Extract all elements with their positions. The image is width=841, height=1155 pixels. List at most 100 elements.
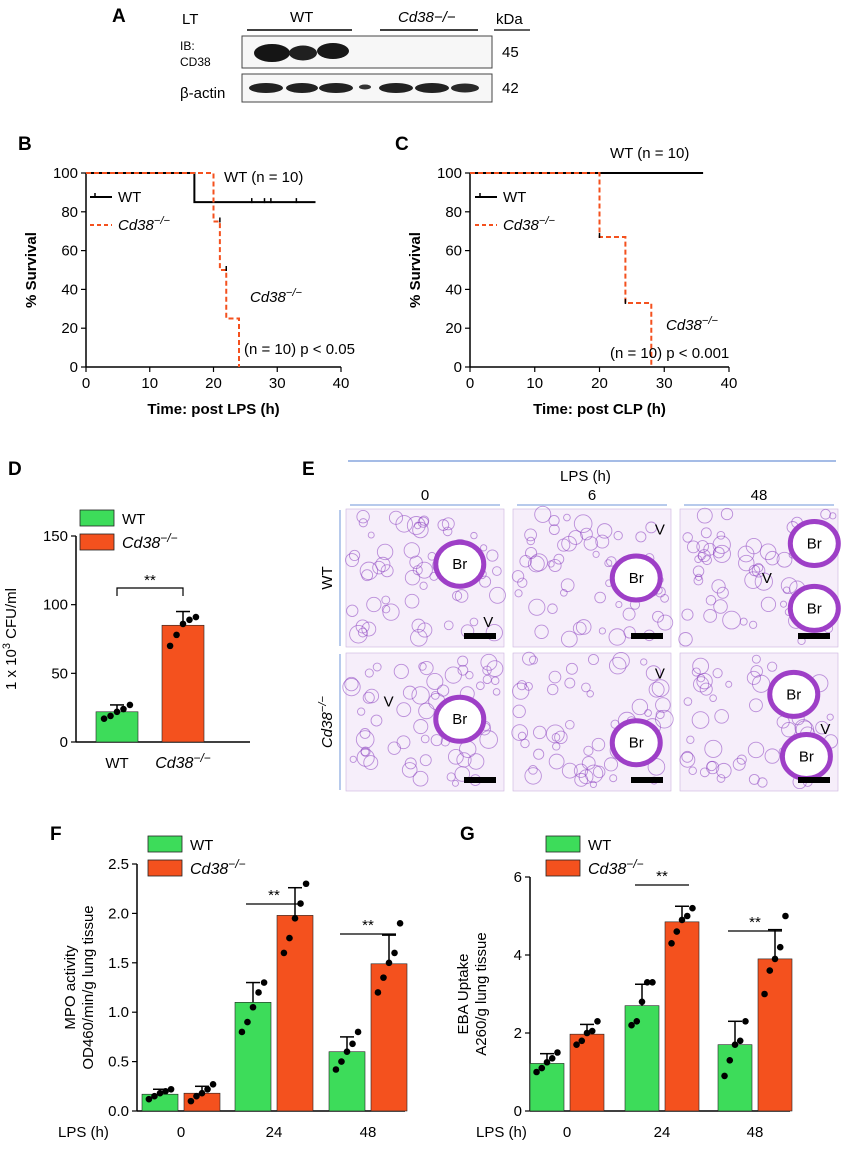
alveolus — [362, 691, 375, 704]
alveolus — [470, 531, 478, 540]
panel-label-b: B — [18, 134, 32, 155]
alveolus — [364, 688, 380, 704]
data-point — [578, 1037, 586, 1045]
y-axis-title: % Survival — [407, 232, 424, 308]
scale-bar — [631, 633, 663, 639]
bronchiole — [433, 694, 487, 744]
alveolus — [388, 510, 404, 525]
data-point — [204, 1085, 211, 1093]
alveolus — [367, 531, 375, 539]
alveolus — [716, 530, 726, 540]
data-point — [683, 912, 691, 920]
alveolus — [703, 608, 718, 623]
alveolus — [417, 516, 429, 528]
alveolus — [686, 735, 695, 744]
alveolus — [446, 772, 456, 782]
alveolus — [759, 543, 777, 561]
y-tick-label: 100 — [437, 165, 462, 182]
alveolus — [358, 518, 368, 528]
alveolus — [635, 531, 647, 543]
lt-label: LT — [182, 11, 198, 28]
alveolus — [581, 682, 591, 693]
y-tick-label: 80 — [61, 204, 78, 221]
kda-label: kDa — [496, 11, 523, 28]
ib-protein-label: CD38 — [180, 55, 211, 69]
data-point — [638, 998, 646, 1006]
bronchiole — [609, 553, 663, 603]
y-tick-label: 2 — [514, 1025, 522, 1042]
alveolus — [738, 554, 755, 572]
alveolus — [560, 630, 578, 648]
alveolus — [469, 617, 479, 627]
y-tick-label: 80 — [445, 204, 462, 221]
alveolus — [360, 746, 371, 757]
alveolus — [678, 632, 693, 647]
alveolus — [608, 628, 626, 646]
alveolus — [714, 709, 729, 724]
alveolus — [725, 680, 733, 688]
y-tick-label: 2.5 — [108, 856, 129, 873]
alveolus — [486, 549, 499, 562]
y-tick-label: 60 — [61, 243, 78, 260]
legend-ko-label: Cd38−/− — [118, 215, 171, 234]
alveolus — [651, 679, 670, 698]
legend-ko-swatch — [79, 533, 115, 551]
alveolus — [359, 728, 371, 739]
x-tick-label: 10 — [526, 375, 543, 392]
data-point — [396, 919, 404, 927]
alveolus — [572, 621, 587, 636]
alveolus — [591, 737, 606, 752]
legend-ko-label: Cd38−/− — [122, 531, 178, 552]
alveolus — [430, 690, 440, 700]
alveolus — [682, 532, 693, 543]
alveolus — [412, 521, 429, 539]
alveolus — [595, 534, 610, 549]
alveolus — [560, 578, 575, 593]
ib-label: IB: — [180, 39, 195, 53]
wt-bar — [234, 1002, 272, 1112]
significance-label: ** — [268, 887, 280, 904]
alveolus — [750, 665, 763, 678]
data-point — [107, 712, 114, 720]
legend-wt-label: WT — [122, 511, 145, 528]
data-point — [380, 974, 387, 981]
actin-label: β-actin — [180, 85, 225, 102]
alveolus — [780, 577, 798, 594]
alveolus — [596, 523, 613, 539]
alveolus — [584, 764, 604, 784]
data-point — [354, 1028, 362, 1036]
bronchiole-label: Br — [786, 686, 801, 703]
y-tick-label: 1.0 — [108, 1004, 129, 1021]
data-point — [533, 1068, 540, 1076]
alveolus — [767, 661, 778, 672]
alveolus — [609, 774, 618, 783]
significance-label: ** — [144, 572, 156, 589]
alveolus — [529, 553, 548, 572]
data-point — [156, 1089, 164, 1097]
data-point — [649, 979, 656, 986]
alveolus — [753, 562, 764, 573]
legend-ko-swatch — [147, 859, 183, 877]
alveolus — [443, 620, 454, 631]
alveolus — [451, 779, 459, 787]
alveolus — [696, 672, 713, 690]
data-point — [668, 940, 675, 947]
alveolus — [418, 662, 427, 671]
alveolus — [688, 766, 697, 775]
alveolus — [426, 672, 444, 690]
alveolus — [587, 653, 599, 665]
alveolus — [547, 683, 559, 696]
ko-bar — [276, 915, 314, 1112]
bronchiole-label: Br — [452, 556, 467, 573]
data-point — [291, 915, 299, 922]
mw-bottom-label: 42 — [502, 80, 519, 97]
panel-d-cfu: D 0 50 100 150 WT Cd38−/− 1 x 103 CFU/ml ** WT… — [1, 459, 250, 772]
legend-ko-label: Cd38−/− — [503, 215, 556, 234]
alveolus — [348, 549, 361, 562]
alveolus — [534, 624, 549, 639]
alveolus — [589, 780, 597, 788]
ko-survival-curve — [470, 172, 653, 367]
y-tick-label: 40 — [61, 281, 78, 298]
x-tick-label: 10 — [141, 375, 158, 392]
data-point — [100, 715, 108, 722]
